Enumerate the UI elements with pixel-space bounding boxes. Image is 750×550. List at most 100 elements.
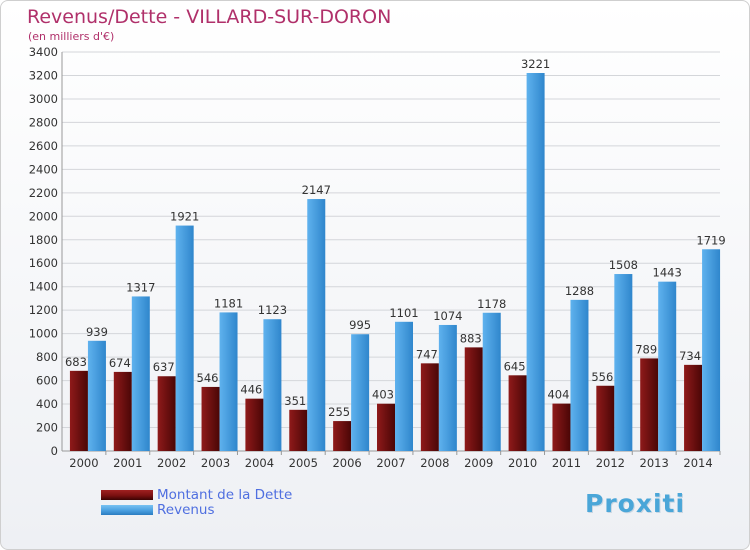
- x-tick-label: 2013: [640, 456, 669, 470]
- bar-revenus: [219, 312, 238, 451]
- y-tick-label: 2000: [29, 209, 58, 223]
- bar-dette: [508, 375, 527, 451]
- data-label-revenus: 1921: [170, 210, 199, 224]
- bar-revenus: [87, 340, 106, 451]
- bar-dette: [289, 409, 308, 451]
- data-label-dette: 683: [65, 355, 87, 369]
- x-tick-label: 2008: [420, 456, 449, 470]
- y-tick-label: 400: [36, 397, 58, 411]
- data-label-dette: 637: [153, 360, 175, 374]
- y-tick-label: 2200: [29, 186, 58, 200]
- x-tick-label: 2005: [289, 456, 318, 470]
- y-tick-label: 200: [36, 421, 58, 435]
- data-label-revenus: 1443: [653, 266, 682, 280]
- proxiti-logo: Proxiti: [585, 489, 685, 518]
- x-tick-label: 2010: [508, 456, 537, 470]
- data-label-dette: 351: [284, 394, 306, 408]
- legend-label-dette: Montant de la Dette: [157, 487, 293, 503]
- data-label-revenus: 939: [86, 325, 108, 339]
- bar-dette: [157, 376, 176, 451]
- x-tick-label: 2002: [157, 456, 186, 470]
- bar-revenus: [307, 199, 326, 451]
- y-tick-label: 2600: [29, 139, 58, 153]
- y-tick-label: 800: [36, 350, 58, 364]
- bar-dette: [464, 347, 483, 451]
- x-tick-label: 2007: [376, 456, 405, 470]
- bar-revenus: [482, 312, 501, 451]
- chart-title: Revenus/Dette - VILLARD-SUR-DORON: [27, 6, 392, 28]
- data-label-revenus: 3221: [521, 57, 550, 71]
- x-tick-label: 2014: [683, 456, 712, 470]
- data-label-dette: 645: [504, 359, 526, 373]
- legend-label-revenus: Revenus: [157, 502, 215, 518]
- legend-swatch-revenus: [101, 505, 153, 515]
- y-tick-label: 3200: [29, 68, 58, 82]
- data-label-dette: 255: [328, 405, 350, 419]
- data-label-revenus: 1101: [389, 306, 418, 320]
- x-tick-label: 2006: [332, 456, 361, 470]
- y-tick-label: 1800: [29, 233, 58, 247]
- x-tick-label: 2000: [69, 456, 98, 470]
- bar-dette: [113, 371, 132, 451]
- bar-dette: [201, 386, 220, 451]
- bar-revenus: [175, 225, 194, 451]
- data-label-dette: 674: [109, 356, 131, 370]
- x-tick-label: 2012: [596, 456, 625, 470]
- proxiti-logo-text: Proxiti: [585, 489, 686, 518]
- x-tick-label: 2009: [464, 456, 493, 470]
- data-label-dette: 883: [460, 331, 482, 345]
- data-label-dette: 734: [679, 349, 701, 363]
- bar-revenus: [351, 334, 370, 451]
- bar-dette: [245, 398, 264, 451]
- legend-swatch-dette: [101, 490, 153, 500]
- bar-dette: [377, 403, 395, 451]
- data-label-revenus: 1123: [258, 303, 287, 317]
- bar-revenus: [395, 321, 413, 451]
- data-label-revenus: 1178: [477, 297, 506, 311]
- bar-revenus: [526, 73, 545, 452]
- data-label-dette: 546: [197, 371, 219, 385]
- y-tick-label: 2400: [29, 162, 58, 176]
- bar-revenus: [263, 319, 282, 451]
- bar-revenus: [658, 281, 677, 451]
- data-label-dette: 403: [372, 388, 394, 402]
- y-tick-label: 2800: [29, 115, 58, 129]
- data-label-revenus: 2147: [302, 183, 331, 197]
- x-tick-label: 2004: [245, 456, 274, 470]
- chart-subtitle: (en milliers d'€): [28, 30, 115, 43]
- data-label-dette: 789: [635, 342, 657, 356]
- bar-revenus: [614, 274, 633, 451]
- y-tick-label: 1600: [29, 256, 58, 270]
- data-label-revenus: 1508: [609, 258, 638, 272]
- data-label-revenus: 1288: [565, 284, 594, 298]
- bar-dette: [69, 370, 88, 451]
- y-tick-label: 3000: [29, 92, 58, 106]
- bar-dette: [552, 403, 571, 451]
- x-tick-label: 2001: [113, 456, 142, 470]
- bar-revenus: [702, 249, 721, 451]
- y-tick-label: 600: [36, 374, 58, 388]
- bar-dette: [333, 421, 352, 451]
- bar-dette: [420, 363, 439, 451]
- x-tick-label: 2003: [201, 456, 230, 470]
- bar-revenus: [570, 299, 589, 451]
- data-label-dette: 404: [547, 388, 569, 402]
- data-label-revenus: 1317: [126, 280, 155, 294]
- y-tick-label: 1200: [29, 303, 58, 317]
- data-label-dette: 556: [591, 370, 613, 384]
- data-label-revenus: 995: [349, 318, 371, 332]
- bar-dette: [684, 364, 703, 451]
- data-label-revenus: 1181: [214, 296, 243, 310]
- data-label-dette: 446: [240, 383, 262, 397]
- bar-revenus: [438, 324, 457, 451]
- data-label-revenus: 1074: [433, 309, 462, 323]
- data-label-revenus: 1719: [696, 233, 725, 247]
- y-tick-label: 1400: [29, 280, 58, 294]
- bar-dette: [596, 385, 615, 451]
- data-label-dette: 747: [416, 347, 438, 361]
- bar-revenus: [131, 296, 150, 451]
- x-tick-label: 2011: [552, 456, 581, 470]
- y-tick-label: 3400: [29, 45, 58, 59]
